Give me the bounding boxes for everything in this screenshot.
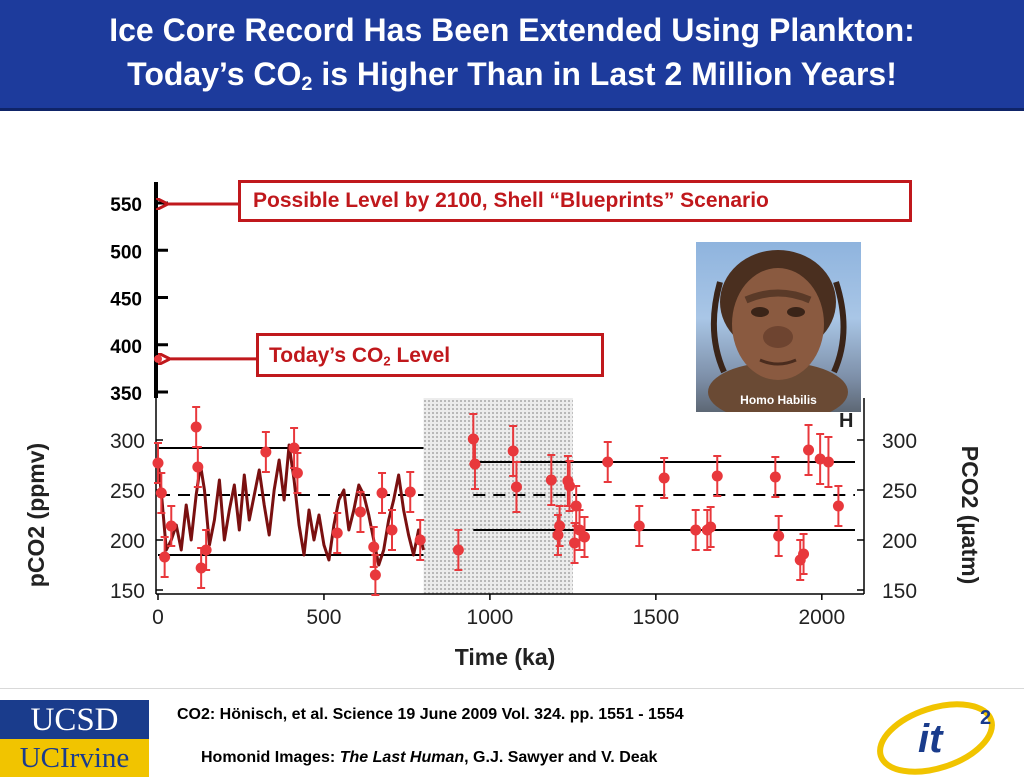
data-point [331, 527, 343, 539]
data-point [291, 467, 303, 479]
co2-chart: 150 200 250 300 150 200 250 300 0 500 1000 1500 2000… [23, 182, 983, 670]
data-point [452, 544, 464, 556]
data-point [368, 541, 380, 553]
title-rest-text: is Higher Than in Last 2 Million Years! [312, 56, 897, 92]
data-point [507, 445, 519, 457]
citation-hominid-title: The Last Human [339, 749, 465, 766]
data-point [155, 487, 167, 499]
data-point [769, 471, 781, 483]
data-point [386, 524, 398, 536]
title-co2-text: Today’s CO [127, 56, 302, 92]
it2-logo: it 2 [877, 701, 995, 775]
data-point [469, 458, 481, 470]
data-point [414, 534, 426, 546]
slide-title-line-2: Today’s CO2 is Higher Than in Last 2 Mil… [0, 56, 1024, 96]
slide-title-line-1: Ice Core Record Has Been Extended Using … [109, 12, 915, 48]
data-point [705, 521, 717, 533]
footer-divider [0, 688, 1024, 689]
extended-tick-label: 350 [110, 384, 142, 405]
y-tick-label: 200 [110, 530, 145, 553]
x-tick-label: 500 [306, 606, 341, 629]
data-point [260, 446, 272, 458]
data-point [564, 480, 576, 492]
data-point [570, 500, 582, 512]
data-point [545, 474, 557, 486]
today-level-marker [154, 354, 162, 363]
data-point [803, 444, 815, 456]
x-tick-label: 1500 [632, 606, 679, 629]
data-point [165, 520, 177, 532]
data-point [200, 544, 212, 556]
citation-hominid-authors: , G.J. Sawyer and V. Deak [464, 749, 658, 766]
data-point [633, 520, 645, 532]
x-axis-title: Time (ka) [455, 644, 556, 670]
extended-tick-label: 450 [110, 290, 142, 311]
data-point [510, 481, 522, 493]
callout-today-subscript: 2 [383, 353, 391, 369]
data-point [822, 456, 834, 468]
data-point [354, 506, 366, 518]
data-point [602, 456, 614, 468]
data-point [552, 529, 564, 541]
title-co2-subscript: 2 [301, 72, 313, 95]
callout-today-level: Today’s CO2 Level [256, 333, 604, 377]
callout-2100-level: Possible Level by 2100, Shell “Blueprint… [238, 180, 912, 222]
citation-co2: CO2: Hönisch, et al. Science 19 June 200… [177, 706, 684, 723]
homo-habilis-illustration [708, 250, 848, 412]
data-point [376, 487, 388, 499]
ucirvine-logo: UCIrvine [0, 739, 149, 777]
data-point [798, 548, 810, 560]
data-point [369, 569, 381, 581]
x-tick-label: 1000 [467, 606, 514, 629]
y-tick-label: 250 [110, 480, 145, 503]
callout-today-suffix: Level [390, 344, 451, 367]
y-tick-label: 300 [110, 430, 145, 453]
photo-caption: Homo Habilis [740, 393, 817, 407]
data-point [711, 470, 723, 482]
data-point [554, 520, 566, 532]
data-point [190, 421, 202, 433]
data-point [578, 531, 590, 543]
extended-tick-label: 400 [110, 337, 142, 358]
data-point [832, 500, 844, 512]
homo-habilis-photo: Homo Habilis [696, 242, 861, 412]
data-point [288, 442, 300, 454]
y-axis-title-left: pCO2 (ppmv) [23, 443, 49, 587]
ucsd-logo: UCSD [0, 700, 149, 739]
data-point [404, 486, 416, 498]
citation-hominid-prefix: Homonid Images: [201, 749, 340, 766]
data-point [195, 562, 207, 574]
data-point [773, 530, 785, 542]
panel-letter: H [839, 410, 853, 432]
title-bar: Ice Core Record Has Been Extended Using … [0, 0, 1024, 111]
x-tick-label: 0 [152, 606, 164, 629]
right-y-tick-label: 200 [882, 530, 917, 553]
data-point [152, 457, 164, 469]
right-y-tick-label: 250 [882, 480, 917, 503]
data-point [569, 537, 581, 549]
right-y-tick-label: 150 [882, 580, 917, 603]
callout-today-text: Today’s CO [269, 344, 384, 367]
data-point [814, 453, 826, 465]
it2-logo-superscript: 2 [980, 707, 991, 729]
right-y-tick-label: 300 [882, 430, 917, 453]
x-tick-label: 2000 [798, 606, 845, 629]
citation-hominid: Homonid Images: The Last Human, G.J. Saw… [201, 749, 657, 767]
data-point [690, 524, 702, 536]
it2-logo-text: it [918, 717, 944, 761]
data-point [192, 461, 204, 473]
data-point [159, 551, 171, 563]
y-axis-title-right: PCO2 (µatm) [957, 446, 983, 585]
y-tick-label: 150 [110, 580, 145, 603]
data-point [658, 472, 670, 484]
extended-tick-label: 500 [110, 242, 142, 263]
extended-tick-label: 550 [110, 195, 142, 216]
